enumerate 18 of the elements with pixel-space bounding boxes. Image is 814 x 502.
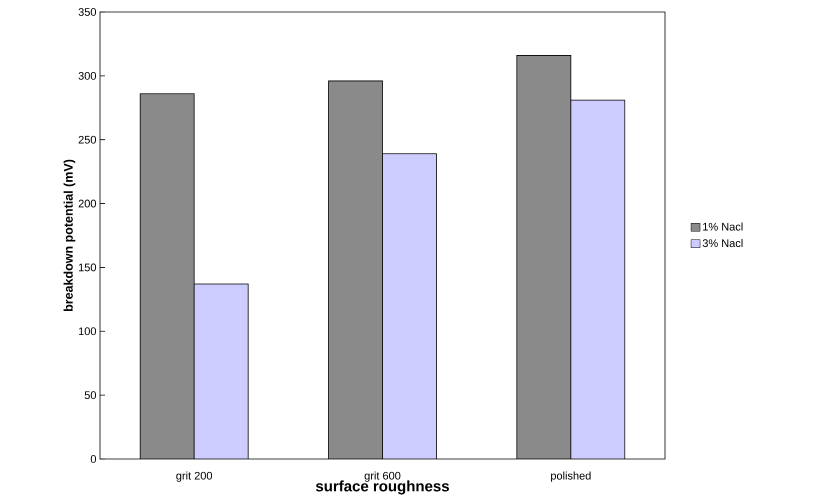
y-tick-label: 200	[78, 200, 96, 208]
y-tick-label: 150	[78, 264, 96, 272]
x-axis-title: surface roughness	[316, 480, 449, 494]
y-tick-label: 300	[78, 72, 96, 80]
x-tick-label: grit 200	[176, 472, 212, 482]
bar	[516, 55, 572, 459]
x-tick-label: polished	[551, 472, 591, 482]
x-tick-label: grit 600	[364, 472, 400, 482]
y-tick-label: 0	[90, 455, 96, 463]
y-tick-label: 350	[78, 8, 96, 16]
bar	[140, 93, 195, 459]
legend-label: 3% Nacl	[702, 238, 743, 248]
legend-label: 1% Nacl	[703, 222, 743, 231]
y-axis-title: breakdown potential (mV)	[64, 160, 76, 312]
y-tick-label: 100	[78, 327, 96, 336]
y-tick-label: 250	[78, 136, 96, 144]
bar	[328, 80, 383, 459]
y-tick-label: 50	[84, 391, 96, 400]
